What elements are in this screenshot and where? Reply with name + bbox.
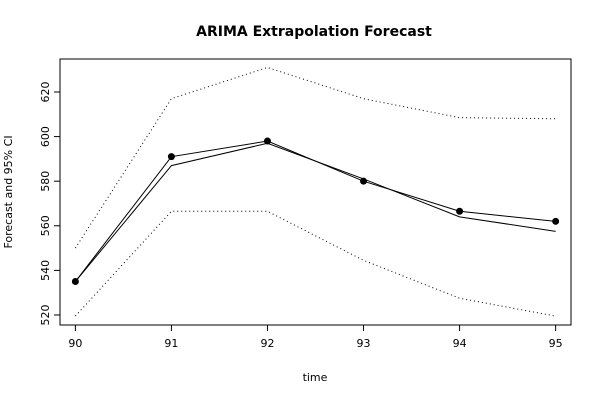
series-line-lower-95 bbox=[74, 210, 556, 317]
y-tick-label: 600 bbox=[39, 126, 52, 147]
y-tick-label: 540 bbox=[39, 260, 52, 281]
x-axis: 90 91 92 93 94 95 bbox=[68, 324, 563, 350]
x-tick-label: 93 bbox=[357, 337, 371, 350]
data-point bbox=[263, 137, 271, 145]
x-tick-label: 92 bbox=[260, 337, 274, 350]
chart-title: ARIMA Extrapolation Forecast bbox=[196, 24, 432, 40]
y-axis-label: Forecast and 95% CI bbox=[2, 135, 15, 248]
plot-frame bbox=[59, 58, 572, 326]
y-tick-label: 620 bbox=[39, 81, 52, 102]
x-axis-label: time bbox=[303, 371, 328, 384]
data-point bbox=[552, 217, 560, 225]
y-tick-label: 560 bbox=[39, 215, 52, 236]
x-tick-label: 91 bbox=[164, 337, 178, 350]
plot-area bbox=[71, 66, 560, 317]
series-line-observed bbox=[74, 140, 556, 282]
x-tick-label: 90 bbox=[68, 337, 82, 350]
data-point bbox=[167, 153, 175, 161]
y-axis: 520 540 560 580 600 620 bbox=[39, 81, 61, 325]
data-point bbox=[456, 207, 464, 215]
y-tick-label: 580 bbox=[39, 171, 52, 192]
series-line-upper-95 bbox=[74, 66, 556, 249]
series-line-forecast bbox=[74, 142, 556, 282]
x-tick-label: 95 bbox=[549, 337, 563, 350]
x-tick-label: 94 bbox=[453, 337, 467, 350]
y-tick-label: 520 bbox=[39, 304, 52, 325]
